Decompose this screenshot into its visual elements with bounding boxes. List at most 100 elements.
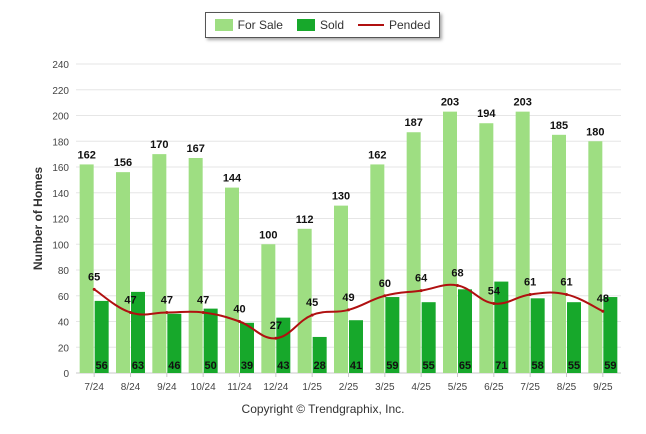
data-label-sold: 56 [96, 360, 108, 372]
data-label-pended: 68 [451, 267, 463, 279]
bar-for-sale [261, 244, 276, 373]
x-tick-label: 5/25 [448, 382, 468, 393]
y-tick-label: 100 [52, 240, 69, 251]
data-label-sold: 55 [423, 360, 435, 372]
data-label-for-sale: 162 [77, 149, 95, 161]
data-label-pended: 61 [524, 276, 536, 288]
x-tick-label: 10/24 [191, 382, 216, 393]
bar-sold [530, 298, 545, 373]
bar-sold [276, 317, 291, 373]
data-label-for-sale: 112 [296, 214, 314, 226]
point-pended [201, 310, 205, 314]
data-label-pended: 49 [342, 292, 354, 304]
bar-for-sale [515, 111, 530, 373]
data-label-pended: 47 [197, 294, 209, 306]
data-label-sold: 28 [314, 360, 326, 372]
bar-for-sale [370, 164, 385, 373]
bar-for-sale [188, 157, 203, 373]
point-pended [238, 320, 241, 323]
pended-swatch-icon [358, 24, 384, 26]
x-tick-label: 1/25 [302, 382, 322, 393]
y-tick-label: 120 [52, 215, 69, 226]
bar-for-sale [479, 123, 494, 373]
y-tick-label: 180 [52, 137, 69, 148]
x-tick-label: 4/25 [411, 382, 431, 393]
point-pended [129, 310, 132, 314]
point-pended [165, 310, 169, 314]
data-label-pended: 65 [88, 271, 100, 283]
data-label-pended: 48 [597, 293, 609, 305]
y-tick-label: 80 [58, 266, 70, 277]
data-label-for-sale: 100 [259, 229, 277, 241]
data-label-for-sale: 156 [114, 157, 132, 169]
legend[interactable]: For Sale Sold Pended [205, 12, 440, 38]
data-label-pended: 54 [488, 285, 501, 297]
data-label-sold: 50 [205, 360, 217, 372]
x-tick-label: 6/25 [484, 382, 504, 393]
point-pended [492, 301, 496, 305]
x-tick-label: 11/24 [227, 382, 252, 393]
point-pended [565, 292, 568, 296]
data-label-sold: 59 [386, 360, 398, 372]
data-label-sold: 58 [532, 360, 544, 372]
data-label-for-sale: 167 [186, 143, 204, 155]
y-tick-label: 20 [58, 343, 70, 354]
x-tick-label: 12/24 [263, 382, 288, 393]
bar-for-sale [225, 187, 239, 373]
data-label-sold: 46 [168, 360, 180, 372]
bar-for-sale [406, 132, 421, 373]
bar-sold [94, 300, 109, 373]
point-pended [419, 289, 423, 293]
data-label-pended: 64 [415, 273, 428, 285]
y-tick-label: 60 [58, 292, 70, 303]
data-label-sold: 39 [241, 360, 253, 372]
x-tick-label: 7/24 [84, 382, 104, 393]
point-pended [456, 283, 459, 287]
data-label-pended: 47 [124, 294, 136, 306]
data-label-sold: 41 [350, 360, 362, 372]
data-label-for-sale: 130 [332, 191, 350, 203]
data-label-for-sale: 187 [404, 117, 422, 129]
y-tick-label: 140 [52, 189, 69, 200]
data-label-pended: 27 [270, 320, 282, 332]
data-label-pended: 47 [161, 294, 173, 306]
legend-label-for-sale: For Sale [237, 18, 283, 32]
bar-sold [567, 302, 581, 373]
bar-for-sale [152, 154, 167, 373]
data-label-for-sale: 180 [586, 126, 604, 138]
y-tick-label: 40 [58, 318, 70, 329]
y-tick-label: 160 [52, 163, 69, 174]
point-pended [347, 308, 350, 312]
data-label-sold: 43 [277, 360, 289, 372]
point-pended [528, 292, 532, 296]
bar-for-sale [334, 205, 348, 373]
bar-for-sale [588, 141, 603, 373]
data-label-sold: 71 [495, 360, 507, 372]
x-tick-label: 7/25 [520, 382, 540, 393]
data-label-for-sale: 194 [477, 108, 496, 120]
bar-for-sale [297, 228, 312, 373]
data-label-sold: 59 [604, 360, 616, 372]
data-label-pended: 45 [306, 297, 318, 309]
legend-item-for-sale[interactable]: For Sale [214, 18, 283, 32]
y-tick-label: 200 [52, 112, 69, 123]
legend-item-sold[interactable]: Sold [296, 18, 344, 32]
y-tick-label: 240 [52, 60, 69, 71]
data-label-sold: 55 [568, 360, 580, 372]
point-pended [274, 336, 278, 340]
data-label-pended: 40 [233, 304, 245, 316]
bar-sold [458, 289, 472, 373]
bar-sold [203, 308, 218, 373]
for-sale-swatch-icon [214, 19, 233, 31]
legend-item-pended[interactable]: Pended [358, 18, 430, 32]
data-label-pended: 61 [560, 276, 572, 288]
bar-for-sale [552, 134, 566, 373]
data-label-for-sale: 203 [441, 97, 459, 109]
data-label-for-sale: 203 [513, 97, 531, 109]
data-label-sold: 65 [459, 360, 471, 372]
x-tick-label: 2/25 [339, 382, 359, 393]
x-tick-label: 9/24 [157, 382, 177, 393]
data-label-for-sale: 144 [223, 173, 242, 185]
bar-sold [603, 297, 618, 373]
